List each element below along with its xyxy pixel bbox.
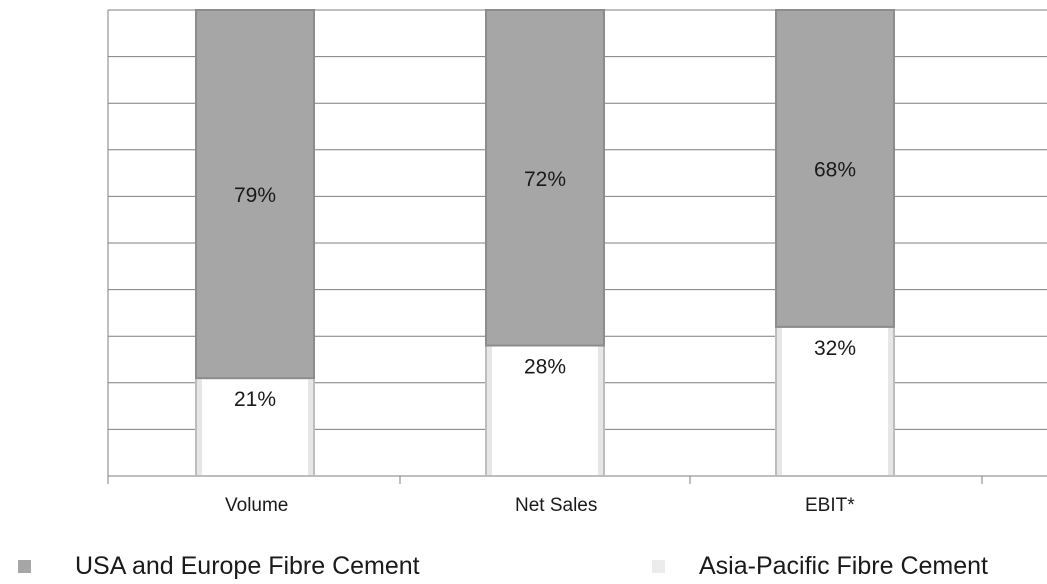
legend-swatch-asia-pacific xyxy=(652,560,665,573)
bar-segment xyxy=(775,325,895,477)
data-label: 72% xyxy=(524,168,566,191)
bar-shade xyxy=(598,346,603,475)
bar-shade xyxy=(308,379,313,475)
bar-shade xyxy=(197,379,202,475)
stacked-bar-chart: 21% 79% 28% 72% 32% 68% Volume Net Sales EBIT* xyxy=(107,9,1047,516)
data-label: 32% xyxy=(814,337,856,360)
x-axis: Volume Net Sales EBIT* xyxy=(107,476,983,516)
x-tick-label: Volume xyxy=(225,495,288,516)
bar-shade xyxy=(777,327,782,475)
bar-segment xyxy=(195,9,315,380)
data-label: 21% xyxy=(234,388,276,411)
x-tick-label: Net Sales xyxy=(515,495,597,516)
bar-shade xyxy=(888,327,893,475)
bar-shade xyxy=(487,346,492,475)
legend-label-usa-europe: USA and Europe Fibre Cement xyxy=(75,552,420,580)
bars xyxy=(195,9,895,478)
bar-segment xyxy=(775,9,895,328)
data-label: 79% xyxy=(234,184,276,207)
bar-segment xyxy=(195,377,315,478)
x-tick-label: EBIT* xyxy=(805,495,855,516)
legend-item-usa-europe: USA and Europe Fibre Cement xyxy=(18,552,420,581)
data-label: 28% xyxy=(524,356,566,379)
legend-label-asia-pacific: Asia-Pacific Fibre Cement xyxy=(699,552,988,580)
bar-segment xyxy=(485,9,605,347)
legend-swatch-usa-europe xyxy=(18,560,31,573)
data-label: 68% xyxy=(814,158,856,181)
data-labels: 21% 79% 28% 72% 32% 68% xyxy=(234,158,856,411)
legend-item-asia-pacific: Asia-Pacific Fibre Cement xyxy=(652,552,988,581)
